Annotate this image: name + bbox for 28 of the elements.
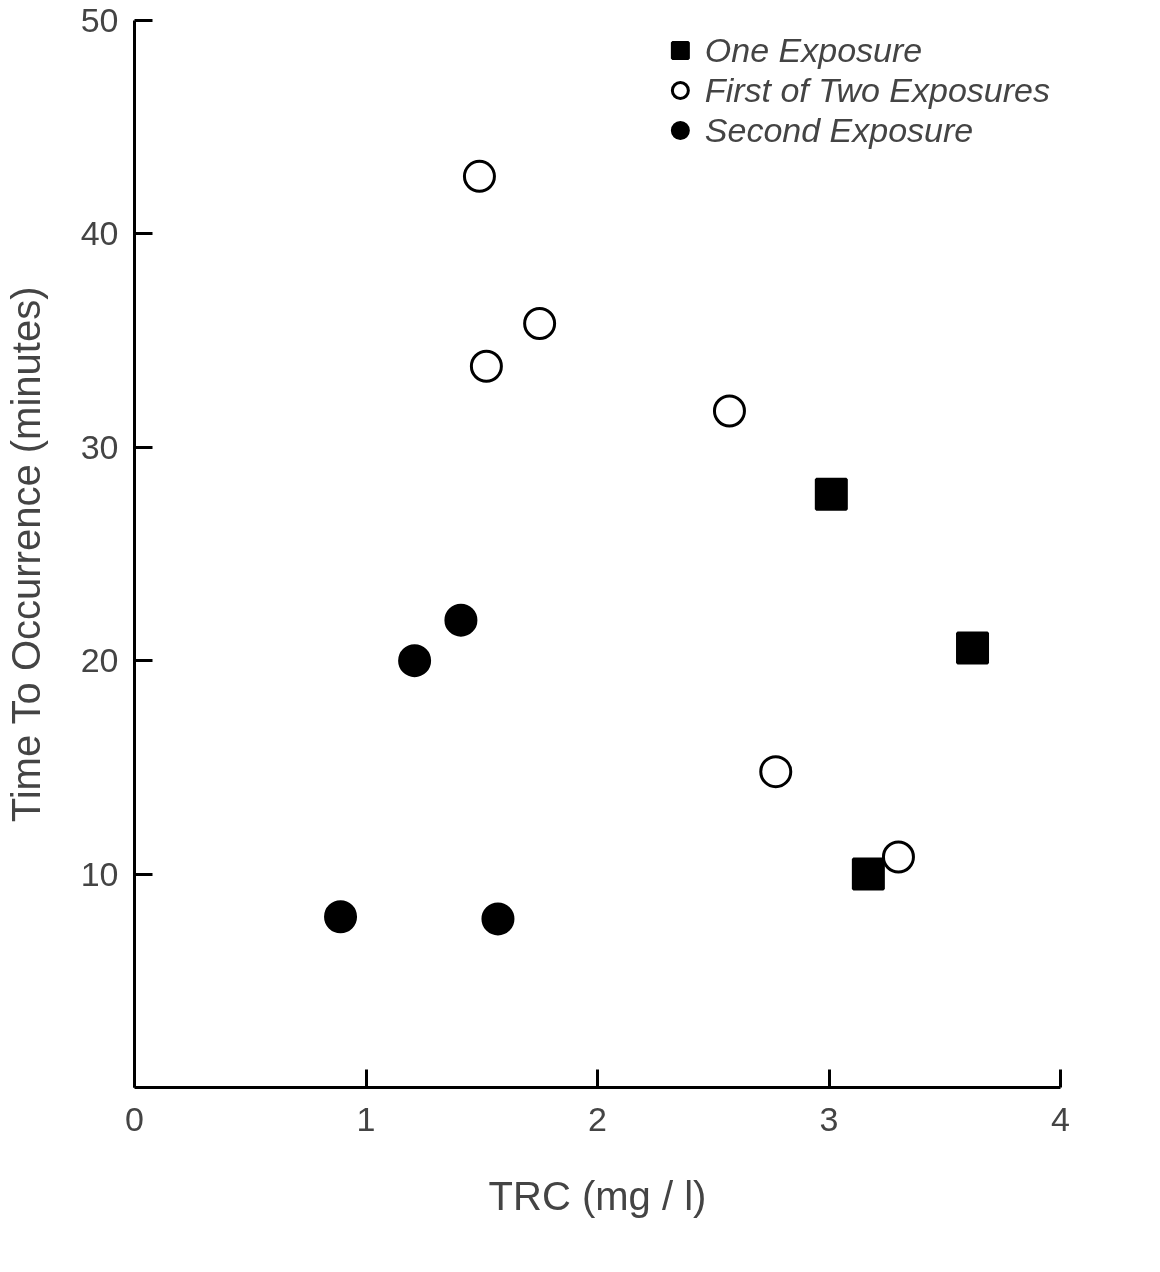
x-tick-label: 1 — [356, 1099, 376, 1138]
point — [481, 902, 515, 936]
point — [956, 631, 990, 665]
x-tick-label: 0 — [125, 1099, 144, 1138]
legend-label: One Exposure — [704, 30, 923, 70]
legend-label: First of Two Exposures — [704, 70, 1050, 110]
y-axis-title: Time To Occurrence (minutes) — [3, 286, 48, 823]
point — [759, 755, 793, 789]
point — [851, 857, 885, 891]
point — [469, 349, 503, 383]
x-axis-title: TRC (mg / l) — [488, 1173, 707, 1218]
y-tick-label: 20 — [80, 641, 119, 680]
x-tick-label: 2 — [588, 1099, 607, 1138]
legend-label: Second Exposure — [704, 110, 974, 150]
point — [712, 394, 746, 428]
x-tick-label: 3 — [819, 1099, 839, 1138]
point — [444, 603, 478, 637]
point — [814, 477, 848, 511]
x-tick-label: 4 — [1051, 1099, 1070, 1138]
point — [324, 900, 358, 934]
y-tick-label: 40 — [80, 214, 119, 253]
point — [398, 644, 432, 678]
point — [523, 307, 557, 340]
point — [462, 159, 496, 193]
y-tick-label: 10 — [80, 854, 119, 893]
y-tick-label: 50 — [80, 1, 119, 39]
point — [881, 840, 915, 874]
y-tick-label: 30 — [80, 427, 119, 466]
